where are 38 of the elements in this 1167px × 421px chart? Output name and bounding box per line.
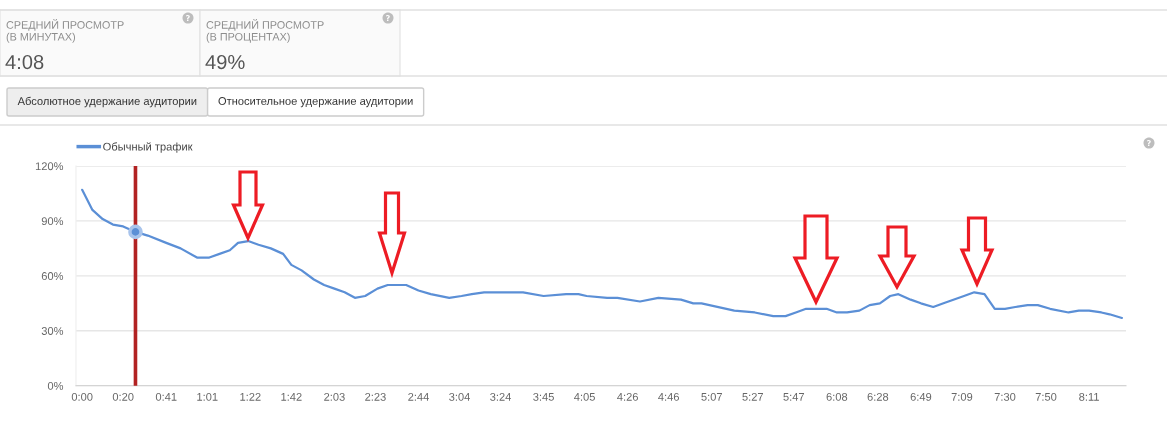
text: СРЕДНИЙ ПРОСМОТР (В ПРОЦЕНТАХ)	[206, 18, 324, 43]
x-tick-label: 1:42	[281, 392, 302, 401]
y-tick-label: 60%	[41, 272, 64, 280]
y-tick-label: 30%	[41, 327, 64, 335]
x-tick-label: 2:44	[408, 392, 429, 401]
x-tick-label: 1:22	[240, 392, 261, 401]
x-tick-label: 6:28	[867, 392, 889, 401]
text: Абсолютное удержание аудитории	[17, 96, 197, 108]
x-tick-label: 2:03	[324, 392, 345, 401]
text: 4:08	[5, 54, 44, 70]
x-tick-label: 3:24	[490, 392, 511, 401]
text: Относительное удержание аудитории	[218, 97, 413, 108]
x-tick-label: 5:27	[742, 392, 764, 401]
text: 49%	[205, 54, 245, 70]
x-tick-label: 7:09	[951, 392, 973, 401]
y-tick-label: 0%	[47, 381, 64, 390]
x-tick-label: 2:23	[365, 392, 386, 401]
x-tick-label: 3:04	[449, 392, 470, 401]
x-tick-label: 8:11	[1079, 392, 1099, 401]
x-tick-label: 6:49	[910, 392, 932, 401]
x-tick-label: 7:50	[1035, 392, 1057, 401]
x-tick-label: 1:01	[197, 392, 218, 401]
y-tick-label: 90%	[41, 217, 64, 226]
legend-label: Обычный трафик	[103, 142, 193, 153]
x-tick-label: 5:07	[701, 392, 722, 401]
x-tick-label: 4:46	[658, 392, 679, 401]
x-tick-label: 4:26	[617, 392, 638, 401]
y-tick-label: 120%	[35, 162, 64, 171]
x-tick-label: 0:00	[71, 392, 93, 401]
x-tick-label: 3:45	[533, 392, 554, 401]
text: СРЕДНИЙ ПРОСМОТР (В МИНУТАХ)	[6, 18, 124, 43]
x-tick-label: 7:30	[994, 392, 1016, 401]
x-tick-label: 6:08	[826, 392, 848, 401]
x-tick-label: 0:20	[112, 392, 134, 401]
x-tick-label: 5:47	[783, 393, 805, 401]
x-tick-label: 4:05	[574, 392, 595, 401]
line-series	[81, 188, 1124, 320]
x-tick-label: 0:41	[155, 392, 177, 401]
